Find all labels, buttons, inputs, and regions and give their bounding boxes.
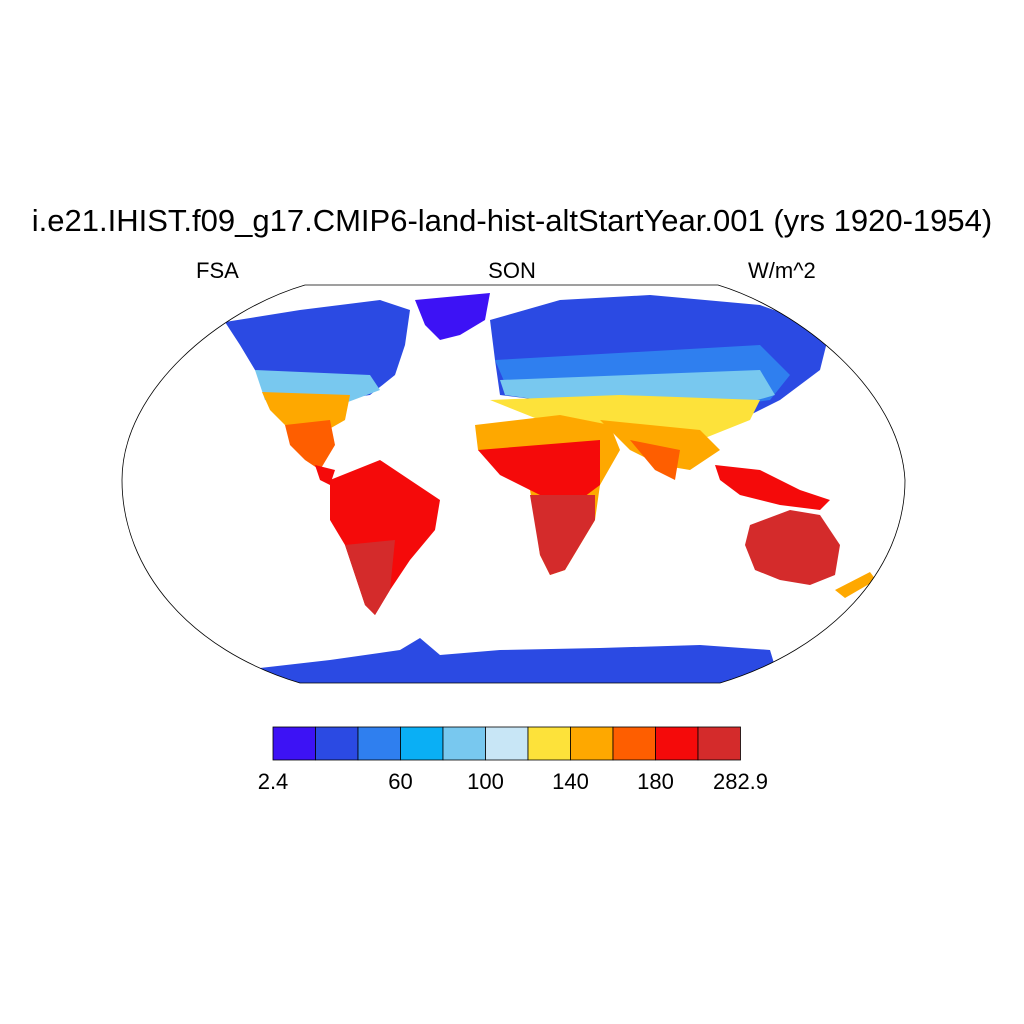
- colorbar-swatch: [612, 726, 656, 761]
- colorbar-swatch: [570, 726, 614, 761]
- colorbar-tick-label: 100: [467, 769, 504, 794]
- units-label: W/m^2: [748, 258, 816, 283]
- new-zealand-region: [835, 572, 876, 598]
- greenland-region: [415, 293, 490, 340]
- colorbar-swatch: [315, 726, 359, 761]
- colorbar-swatch: [527, 726, 571, 761]
- colorbar-swatch: [485, 726, 529, 761]
- colorbar-swatch: [655, 726, 699, 761]
- colorbar-tick-label: 282.9: [713, 769, 768, 794]
- colorbar-swatch: [442, 726, 486, 761]
- colorbar-tick-label: 180: [637, 769, 674, 794]
- australia-region: [745, 510, 840, 585]
- variable-label: FSA: [196, 258, 239, 283]
- colorbar-tick-label: 60: [388, 769, 412, 794]
- map-boundary: [121, 284, 906, 684]
- season-label: SON: [488, 258, 536, 283]
- plot-title: i.e21.IHIST.f09_g17.CMIP6-land-hist-altS…: [31, 203, 993, 238]
- colorbar-swatch: [357, 726, 401, 761]
- colorbar-tick-label: 2.4: [258, 769, 289, 794]
- maritime-continent-region: [715, 465, 830, 510]
- colorbar-swatch: [697, 726, 741, 761]
- colorbar-swatch: [400, 726, 444, 761]
- colorbar-tick-label: 140: [552, 769, 589, 794]
- antarctica-region: [260, 638, 780, 683]
- colorbar-swatch: [272, 726, 316, 761]
